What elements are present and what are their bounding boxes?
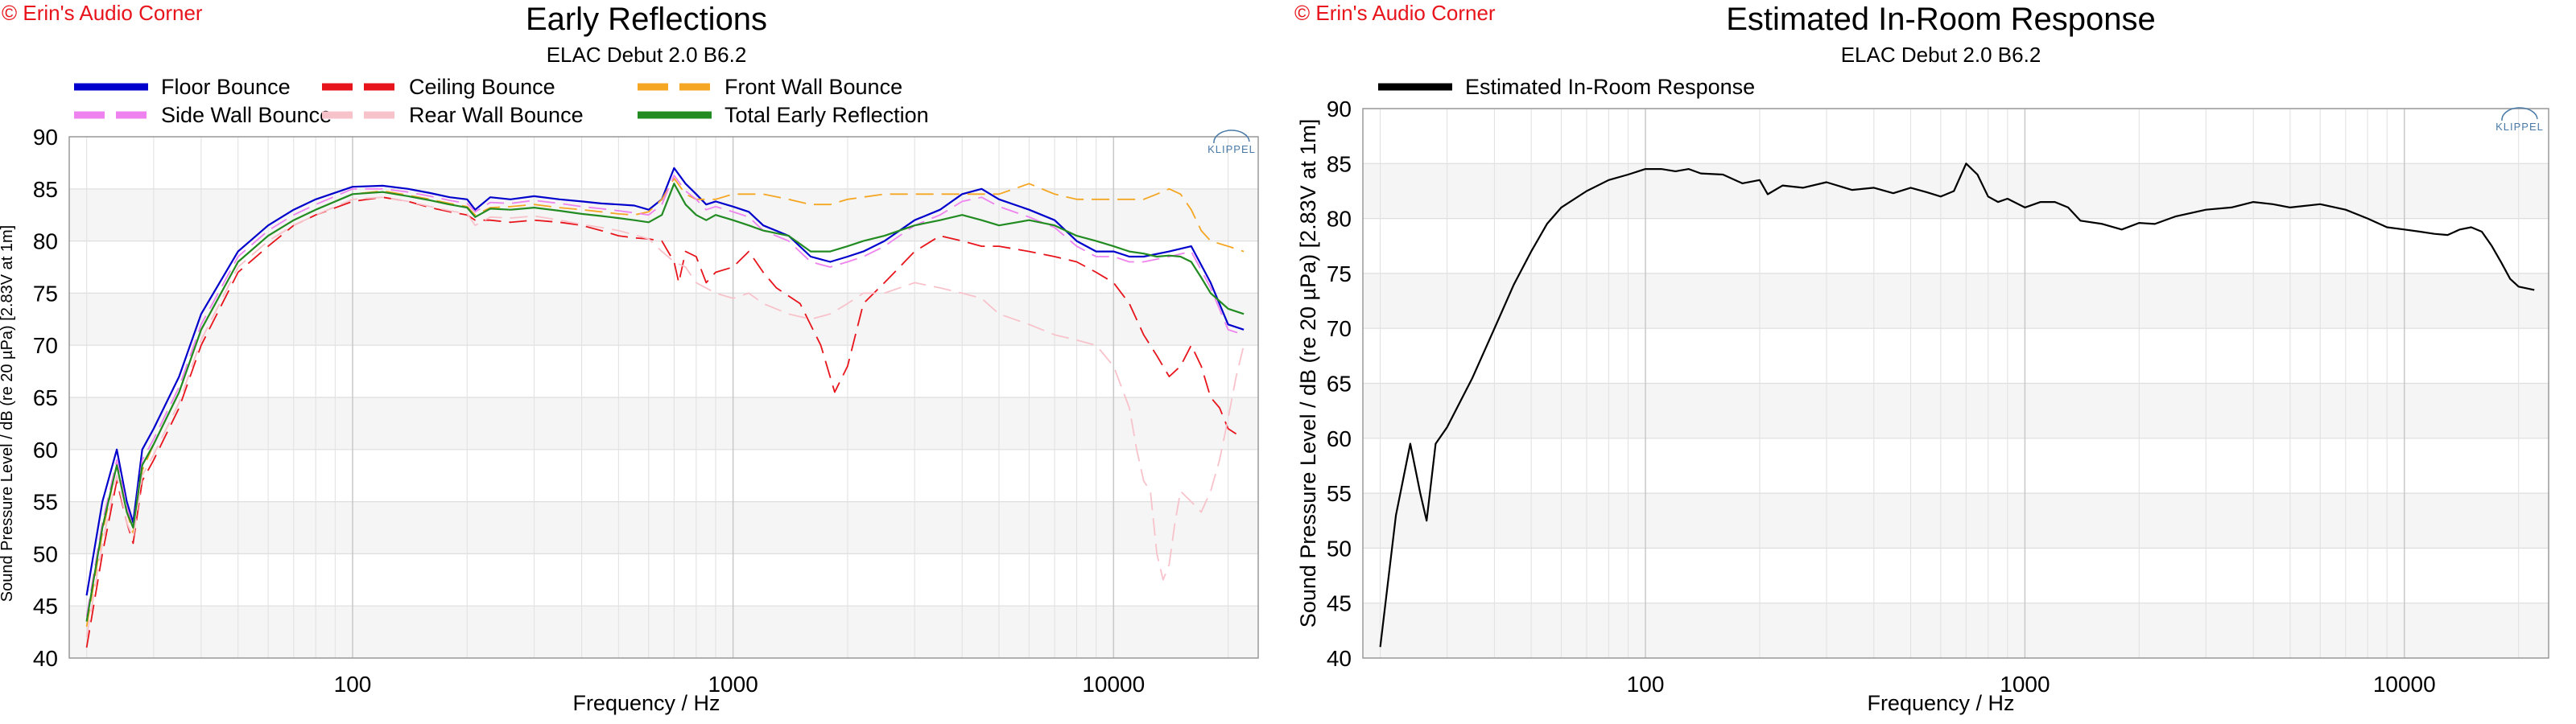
series-line [85, 167, 1245, 596]
plot-bands [69, 188, 1258, 658]
series-line [85, 196, 1245, 638]
chart-title: Early Reflections [526, 2, 767, 37]
y-tick-label: 50 [33, 541, 58, 566]
y-tick-label: 70 [1327, 316, 1352, 341]
legend: Estimated In-Room Response [1378, 75, 1755, 99]
chart-subtitle: ELAC Debut 2.0 B6.2 [1841, 43, 2041, 67]
legend-label: Estimated In-Room Response [1465, 75, 1755, 99]
grid-lines [69, 136, 1258, 659]
chart-in-room-response: © Erin's Audio Corner Estimated In-Room … [1294, 1, 2549, 715]
y-tick-label: 90 [33, 125, 58, 150]
series-line [1379, 162, 2535, 648]
y-tick-label: 45 [1327, 591, 1352, 616]
x-axis-label: Frequency / Hz [1867, 691, 2014, 715]
y-tick-label: 55 [1327, 481, 1352, 506]
grid-lines [1363, 108, 2549, 659]
x-tick-labels: 100 1000 10000 [334, 672, 1146, 697]
y-tick-label: 85 [1327, 151, 1352, 176]
plot-band [1363, 493, 2549, 549]
legend-label: Floor Bounce [161, 75, 291, 99]
y-tick-label: 65 [1327, 372, 1352, 397]
chart-subtitle: ELAC Debut 2.0 B6.2 [547, 43, 747, 67]
x-tick-label: 10000 [2373, 672, 2436, 697]
x-tick-label: 10000 [1082, 672, 1145, 697]
plot-band [69, 397, 1258, 450]
x-tick-label: 100 [1627, 672, 1665, 697]
y-axis-label: Sound Pressure Level / dB (re 20 µPa) [2… [0, 225, 16, 602]
y-tick-label: 60 [1327, 426, 1352, 451]
series-line [85, 183, 1245, 622]
y-tick-label: 40 [33, 646, 58, 671]
y-tick-label: 80 [1327, 207, 1352, 232]
copyright-label: © Erin's Audio Corner [1294, 1, 1496, 25]
klippel-logo: KLIPPEL [1208, 130, 1256, 155]
y-tick-label: 75 [1327, 261, 1352, 286]
series-lines [1379, 162, 2535, 648]
logo-text: KLIPPEL [2496, 121, 2544, 133]
plot-frame [1362, 108, 2549, 659]
x-axis-label: Frequency / Hz [572, 691, 720, 715]
y-tick-label: 75 [33, 281, 58, 306]
plot-band [69, 501, 1258, 554]
y-tick-label: 50 [1327, 536, 1352, 561]
x-tick-label: 100 [334, 672, 372, 697]
plot-area: KLIPPEL [1362, 107, 2549, 659]
y-tick-labels: 40 45 50 55 60 65 70 75 80 85 90 [33, 125, 58, 671]
y-tick-label: 60 [33, 438, 58, 463]
x-tick-label: 1000 [2000, 672, 2050, 697]
plot-band [1363, 273, 2549, 329]
series-line [85, 175, 1245, 617]
plot-band [69, 293, 1258, 346]
copyright-label: © Erin's Audio Corner [2, 1, 203, 25]
legend-label: Ceiling Bounce [409, 75, 555, 99]
chart-title: Estimated In-Room Response [1726, 2, 2156, 37]
klippel-logo: KLIPPEL [2496, 107, 2544, 133]
series-lines [85, 167, 1245, 648]
x-tick-labels: 100 1000 10000 [1627, 672, 2436, 697]
plot-frame [68, 136, 1259, 659]
legend-label: Total Early Reflection [724, 103, 929, 127]
legend: Floor Bounce Ceiling Bounce Front Wall Bou… [74, 75, 929, 127]
y-tick-label: 70 [33, 333, 58, 358]
plot-bands [1363, 163, 2549, 658]
plot-band [69, 606, 1258, 658]
plot-band [1363, 163, 2549, 219]
y-tick-label: 55 [33, 490, 58, 515]
plot-area: KLIPPEL [68, 130, 1259, 659]
y-axis-label: Sound Pressure Level / dB (re 20 µPa) [2… [1296, 119, 1320, 627]
plot-band [1363, 383, 2549, 438]
plot-band [1363, 603, 2549, 658]
y-tick-label: 90 [1327, 97, 1352, 121]
y-tick-label: 85 [33, 177, 58, 202]
x-tick-label: 1000 [708, 672, 758, 697]
legend-label: Side Wall Bounce [161, 103, 332, 127]
y-tick-label: 45 [33, 594, 58, 619]
y-tick-label: 80 [33, 229, 58, 254]
y-tick-labels: 40 45 50 55 60 65 70 75 80 85 90 [1327, 97, 1352, 671]
chart-early-reflections: © Erin's Audio Corner Early Reflections … [0, 1, 1259, 715]
y-tick-label: 65 [33, 385, 58, 410]
legend-label: Rear Wall Bounce [409, 103, 584, 127]
y-tick-label: 40 [1327, 646, 1352, 671]
legend-label: Front Wall Bounce [724, 75, 902, 99]
logo-text: KLIPPEL [1208, 143, 1256, 155]
